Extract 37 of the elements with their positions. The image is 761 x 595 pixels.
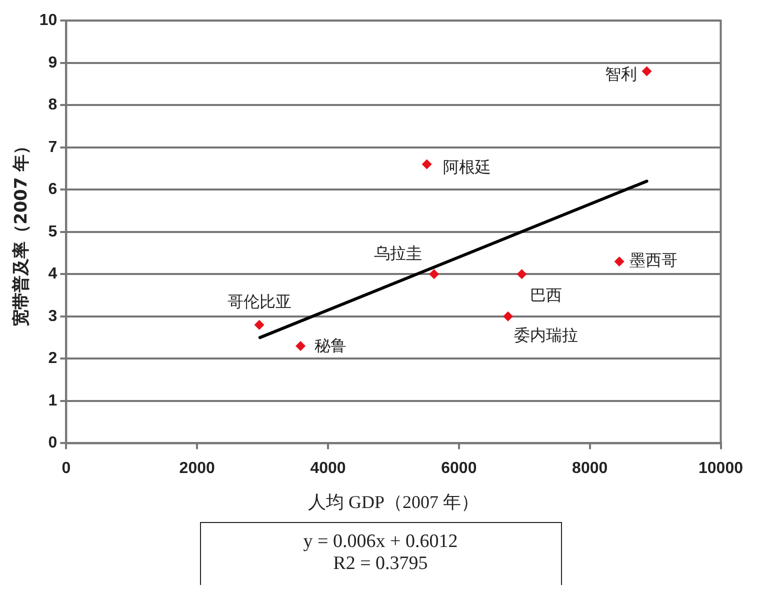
annotation: 哥伦比亚	[227, 292, 292, 312]
y-tick-label: 2	[48, 350, 58, 368]
y-tick-label: 5	[48, 223, 58, 240]
text: y = 0.006x + 0.6012	[302, 531, 459, 553]
point	[296, 341, 306, 351]
point	[254, 320, 264, 330]
y-tick-label: 9	[48, 54, 58, 72]
point	[516, 269, 527, 280]
y-tick-label: 3	[48, 308, 58, 325]
x-tick-label: 4000	[310, 460, 346, 478]
point	[642, 66, 652, 76]
x-tick-label: 8000	[572, 460, 608, 478]
annotation: 乌拉圭	[374, 243, 422, 262]
text: R2 = 0.3795	[332, 553, 429, 575]
x-axis-title: 人均 GDP（2007 年）	[308, 492, 479, 512]
y-tick-label: 8	[48, 96, 58, 114]
point	[422, 159, 432, 170]
annotation: 秘鲁	[314, 336, 347, 356]
point	[503, 311, 514, 322]
x-tick-label: 2000	[179, 460, 216, 478]
y-tick-label: 6	[48, 181, 58, 198]
point	[429, 269, 440, 280]
annotation: 阿根廷	[442, 157, 491, 176]
x-tick-label: 0	[62, 460, 71, 478]
point	[614, 256, 624, 266]
annotation: 委内瑞拉	[514, 326, 578, 345]
y-tick-label: 4	[48, 266, 58, 283]
annotation: 智利	[604, 64, 637, 84]
y-axis-title: 宽带普及率（2007 年）	[10, 137, 32, 327]
annotation: 巴西	[530, 285, 562, 304]
annotation: 墨西哥	[629, 250, 678, 270]
x-tick-label: 10000	[698, 460, 744, 478]
x-tick-label: 6000	[441, 460, 477, 478]
y-tick-label: 7	[48, 138, 58, 156]
y-tick-label: 0	[48, 434, 58, 452]
y-tick-label: 10	[39, 12, 58, 30]
y-tick-label: 1	[48, 392, 58, 410]
